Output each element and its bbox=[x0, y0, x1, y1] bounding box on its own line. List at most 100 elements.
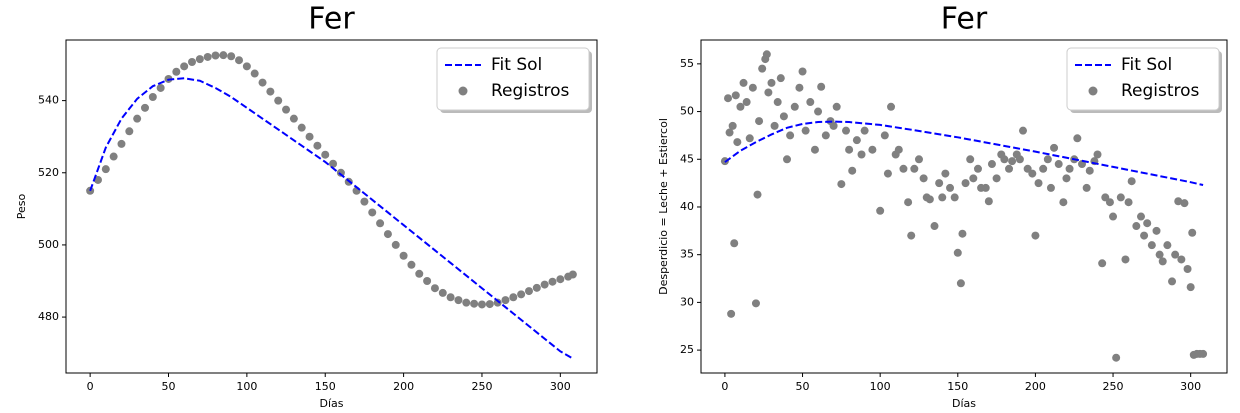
data-point bbox=[1015, 155, 1024, 164]
data-point bbox=[953, 248, 962, 257]
legend: Fit Sol Registros bbox=[1066, 47, 1222, 113]
data-point bbox=[360, 197, 369, 206]
data-point bbox=[783, 155, 792, 164]
data-point bbox=[910, 164, 919, 173]
data-point bbox=[786, 131, 795, 140]
legend-label: Registros bbox=[491, 81, 570, 101]
data-point bbox=[1093, 150, 1102, 159]
data-point bbox=[764, 88, 773, 97]
legend-dot bbox=[458, 86, 468, 96]
data-point bbox=[305, 132, 314, 141]
legend-label: Fit Sol bbox=[491, 55, 542, 75]
fit-line bbox=[89, 77, 574, 360]
data-point bbox=[470, 299, 479, 308]
data-point bbox=[956, 279, 965, 288]
data-point bbox=[987, 160, 996, 169]
y-tick-label: 480 bbox=[38, 310, 59, 323]
chart: Fer Días Peso 0 50 100 150 200 250 300 480 500 520 54… bbox=[15, 2, 598, 410]
data-point bbox=[837, 180, 846, 189]
data-point bbox=[798, 67, 807, 76]
data-point bbox=[883, 169, 892, 178]
y-tick-label: 520 bbox=[38, 166, 59, 179]
data-point bbox=[845, 145, 854, 154]
data-point bbox=[938, 193, 947, 202]
data-point bbox=[329, 159, 338, 168]
legend: Fit Sol Registros bbox=[436, 47, 592, 113]
data-point bbox=[742, 98, 751, 107]
x-tick-label: 50 bbox=[796, 380, 810, 393]
data-point bbox=[368, 208, 377, 217]
data-point bbox=[258, 78, 267, 87]
data-point bbox=[1028, 169, 1037, 178]
data-point bbox=[860, 126, 869, 135]
data-point bbox=[1046, 183, 1055, 192]
data-point bbox=[219, 51, 228, 60]
data-point bbox=[195, 55, 204, 64]
data-point bbox=[770, 121, 779, 130]
data-point bbox=[790, 102, 799, 111]
data-point bbox=[751, 299, 760, 308]
data-point bbox=[817, 82, 826, 91]
data-point bbox=[1050, 143, 1059, 152]
data-point bbox=[1059, 198, 1068, 207]
data-point bbox=[454, 296, 463, 305]
data-point bbox=[509, 293, 518, 302]
data-point bbox=[235, 56, 244, 65]
data-point bbox=[1005, 164, 1014, 173]
data-point bbox=[958, 229, 967, 238]
y-tick-label: 40 bbox=[680, 200, 694, 213]
data-point bbox=[548, 277, 557, 286]
x-axis-label: Días bbox=[320, 397, 344, 410]
data-point bbox=[1116, 193, 1125, 202]
data-point bbox=[438, 288, 447, 297]
data-point bbox=[1188, 228, 1197, 237]
data-point bbox=[117, 139, 126, 148]
data-point bbox=[1127, 177, 1136, 186]
x-tick-label: 200 bbox=[393, 380, 414, 393]
data-point bbox=[383, 230, 392, 239]
y-axis-label: Peso bbox=[15, 194, 28, 220]
data-point bbox=[1109, 212, 1118, 221]
data-point bbox=[904, 198, 913, 207]
x-tick-label: 100 bbox=[236, 380, 257, 393]
data-point bbox=[1168, 277, 1177, 286]
data-point bbox=[842, 126, 851, 135]
data-point bbox=[1155, 250, 1164, 259]
x-tick-label: 0 bbox=[87, 380, 94, 393]
x-tick-label: 150 bbox=[947, 380, 968, 393]
data-point bbox=[140, 103, 149, 112]
x-tick-label: 200 bbox=[1025, 380, 1046, 393]
data-point bbox=[829, 121, 838, 130]
data-point bbox=[1031, 231, 1040, 240]
data-point bbox=[227, 52, 236, 61]
data-point bbox=[1174, 197, 1183, 206]
data-point bbox=[242, 62, 251, 71]
axes-frame bbox=[65, 39, 598, 374]
data-point bbox=[321, 150, 330, 159]
data-point bbox=[1062, 174, 1071, 183]
data-point bbox=[969, 174, 978, 183]
data-point bbox=[477, 300, 486, 309]
data-point bbox=[1105, 198, 1114, 207]
data-point bbox=[1124, 198, 1133, 207]
data-point bbox=[762, 50, 771, 59]
data-point bbox=[739, 78, 748, 87]
plot-area bbox=[86, 51, 577, 360]
data-point bbox=[899, 164, 908, 173]
data-point bbox=[376, 219, 385, 228]
data-point bbox=[1098, 259, 1107, 268]
data-point bbox=[1132, 222, 1141, 231]
data-point bbox=[1163, 241, 1172, 250]
data-point bbox=[1158, 257, 1167, 266]
data-point bbox=[399, 251, 408, 260]
data-point bbox=[1171, 250, 1180, 259]
y-tick-label: 30 bbox=[680, 295, 694, 308]
data-point bbox=[946, 183, 955, 192]
data-point bbox=[961, 179, 970, 188]
data-point bbox=[907, 231, 916, 240]
data-point bbox=[857, 150, 866, 159]
data-point bbox=[125, 127, 134, 136]
data-point bbox=[821, 131, 830, 140]
data-point bbox=[919, 174, 928, 183]
data-point bbox=[1054, 160, 1063, 169]
